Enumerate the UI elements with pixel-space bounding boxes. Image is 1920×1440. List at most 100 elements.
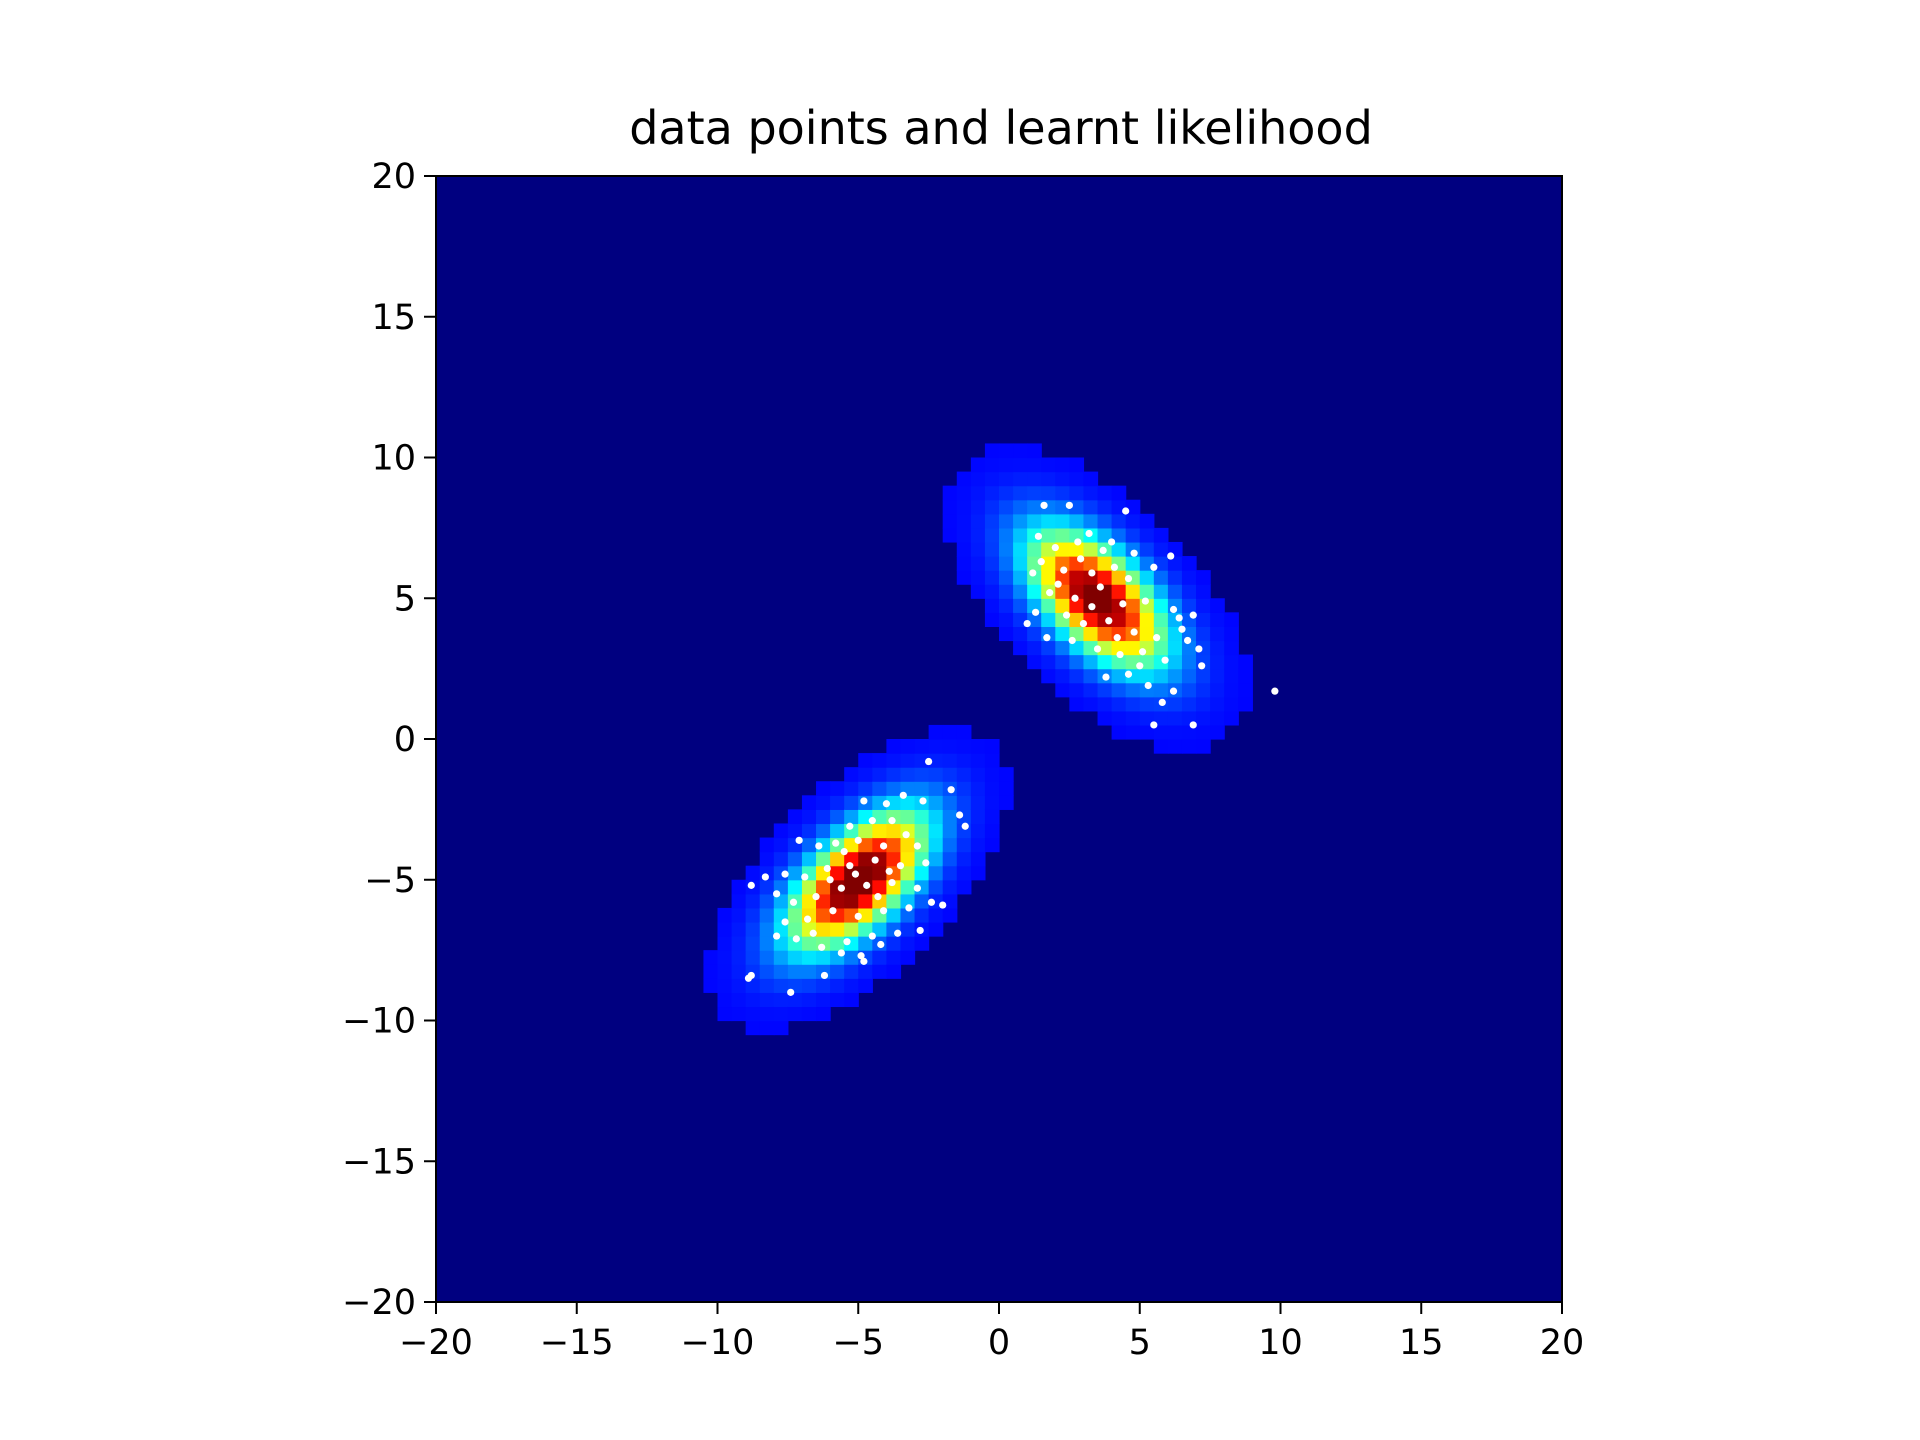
heatmap-cell (900, 921, 916, 937)
heatmap-cell (773, 893, 789, 909)
heatmap-cell (717, 978, 733, 993)
heatmap-cell (1013, 556, 1028, 571)
heatmap-cell (759, 950, 775, 965)
heatmap-cell (984, 753, 1000, 768)
heatmap-cell (984, 809, 1000, 825)
heatmap-cell (984, 471, 1000, 487)
heatmap-cell (1125, 556, 1141, 571)
heatmap-cell (1055, 668, 1070, 684)
heatmap-cell (1181, 640, 1197, 656)
heatmap-cell (1083, 682, 1099, 698)
heatmap-cell (759, 907, 775, 923)
heatmap-cell (1111, 696, 1127, 712)
heatmap-cell (703, 950, 719, 965)
heatmap-cell (1125, 710, 1141, 726)
heatmap-cell (1153, 710, 1169, 726)
heatmap-cell (1069, 682, 1085, 698)
heatmap-cell (731, 992, 747, 1008)
heatmap-cell (914, 865, 930, 881)
heatmap-cell (801, 837, 817, 853)
x-tick-label: 5 (1129, 1323, 1151, 1363)
heatmap-cell (816, 950, 831, 965)
heatmap-cell (999, 556, 1014, 571)
heatmap-cell (984, 541, 1000, 557)
heatmap-cell (984, 767, 1000, 782)
heatmap-cell (1139, 626, 1155, 642)
heatmap-cell (1069, 485, 1085, 501)
heatmap-cell (942, 485, 958, 501)
heatmap-cell (1111, 710, 1127, 726)
heatmap-cell (970, 499, 986, 515)
y-tick-label: 0 (394, 720, 416, 760)
data-point (829, 907, 837, 915)
heatmap-cell (858, 936, 873, 951)
heatmap-cell (1210, 598, 1225, 613)
data-point (919, 797, 927, 805)
heatmap-cell (900, 753, 916, 768)
heatmap-cell (759, 879, 775, 895)
data-point (1046, 589, 1054, 597)
data-point (871, 856, 879, 864)
x-tick-label: −5 (832, 1323, 884, 1363)
heatmap-cell (942, 809, 958, 825)
heatmap-cell (970, 541, 986, 557)
heatmap-cell (1027, 541, 1042, 557)
data-point (1124, 574, 1133, 583)
heatmap-cell (1111, 682, 1127, 698)
heatmap-cell (1125, 724, 1141, 740)
heatmap-cell (872, 795, 887, 810)
heatmap-cell (801, 809, 817, 825)
data-point (803, 915, 812, 923)
heatmap-cell (1139, 541, 1155, 557)
heatmap-cell (1083, 668, 1099, 684)
data-point (846, 822, 854, 830)
heatmap-cell (773, 978, 789, 993)
data-point (851, 870, 860, 878)
heatmap-cell (984, 527, 1000, 543)
heatmap-cell (1139, 527, 1155, 543)
heatmap-cell (1125, 682, 1141, 698)
heatmap-cell (731, 921, 747, 937)
heatmap-cell (1224, 696, 1239, 712)
y-tick-label: 15 (371, 298, 416, 338)
heatmap-cell (942, 739, 958, 754)
heatmap-cell (942, 795, 958, 810)
heatmap-cell (1139, 584, 1155, 599)
data-point (955, 811, 964, 819)
heatmap-cell (984, 598, 1000, 613)
heatmap-cell (759, 964, 775, 979)
heatmap-cell (970, 570, 986, 585)
heatmap-cell (830, 851, 845, 867)
heatmap-cell (1210, 640, 1225, 656)
heatmap-cell (956, 513, 972, 529)
heatmap-cell (1224, 710, 1239, 726)
data-point (1138, 648, 1147, 656)
heatmap-cell (1125, 513, 1141, 529)
heatmap-cell (1027, 612, 1042, 627)
y-tick-label: −5 (364, 861, 416, 901)
heatmap-cell (999, 471, 1014, 487)
data-point (1195, 645, 1203, 653)
heatmap-cell (759, 851, 775, 867)
data-point (1169, 687, 1178, 695)
heatmap-cell (1097, 626, 1113, 642)
heatmap-cell (1027, 556, 1042, 571)
x-axis: −20 −15 −10 −5 0 5 10 15 20 (399, 1302, 1584, 1363)
heatmap-cell (816, 795, 831, 810)
data-point (1088, 603, 1096, 611)
heatmap-cell (745, 921, 761, 937)
heatmap-cell (1167, 640, 1183, 656)
heatmap-cell (1111, 612, 1127, 627)
heatmap-cell (1181, 598, 1197, 613)
heatmap-cell (1210, 626, 1225, 642)
data-point (1034, 532, 1043, 540)
heatmap-cell (970, 527, 986, 543)
data-point (1136, 662, 1144, 670)
heatmap-cell (1083, 471, 1099, 487)
heatmap-cell (1111, 668, 1127, 684)
data-point (947, 786, 955, 794)
data-point (857, 952, 865, 960)
heatmap-cell (942, 499, 958, 515)
data-point (894, 929, 902, 937)
data-point (815, 842, 823, 850)
